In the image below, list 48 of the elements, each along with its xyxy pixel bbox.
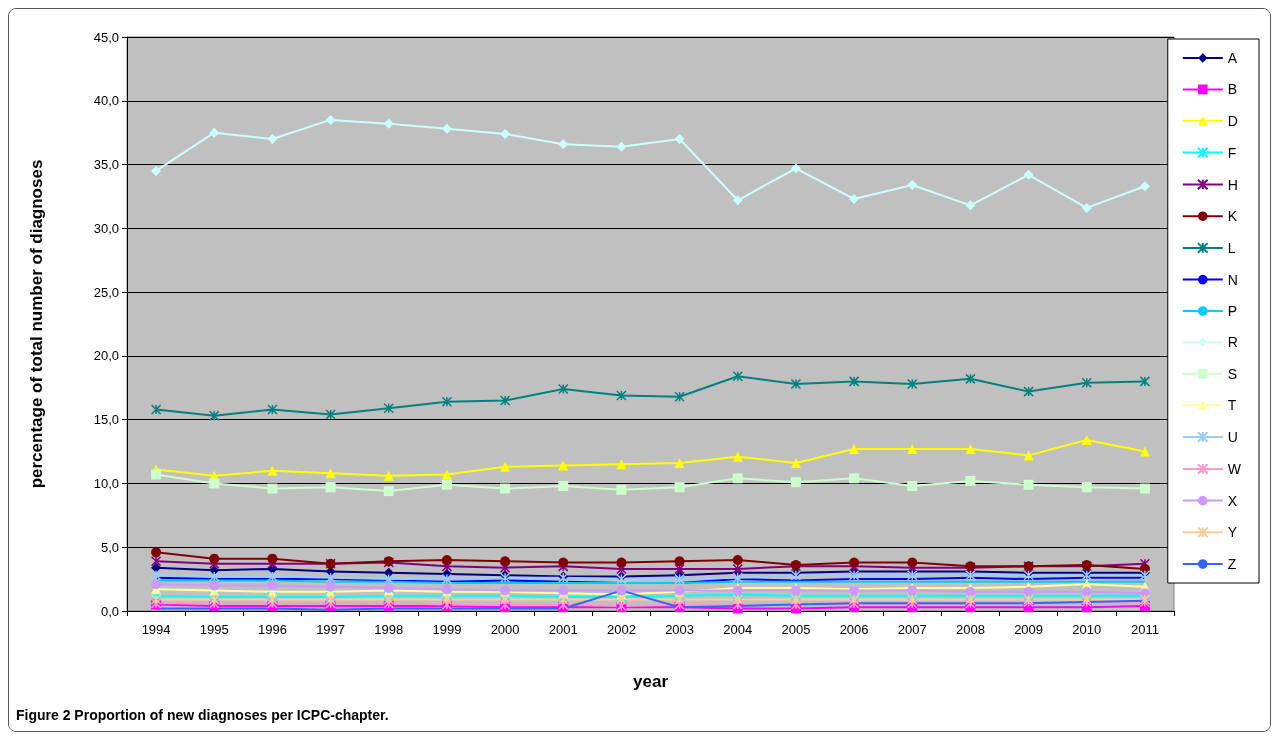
y-tick-label: 5,0 (100, 539, 119, 555)
legend-label: X (1227, 492, 1238, 509)
y-tick-label: 20,0 (93, 348, 119, 364)
x-tick-label: 2002 (606, 622, 636, 637)
y-tick-label: 15,0 (93, 412, 119, 428)
y-axis-title: percentage of total number of diagnoses (27, 159, 46, 489)
x-tick-label: 1995 (199, 622, 229, 637)
legend-label: Y (1227, 524, 1238, 541)
x-tick-label: 2009 (1014, 622, 1044, 637)
x-axis-title: year (633, 672, 669, 691)
x-tick-label: 2000 (490, 622, 520, 637)
y-tick-label: 30,0 (93, 220, 119, 236)
x-tick-label: 1994 (141, 622, 171, 637)
y-tick-label: 35,0 (93, 157, 119, 173)
legend-label: K (1227, 208, 1238, 225)
legend-label: N (1227, 271, 1238, 288)
y-tick-label: 10,0 (93, 475, 119, 491)
legend-label: P (1227, 303, 1238, 319)
legend-label: T (1227, 397, 1237, 414)
legend-label: A (1227, 50, 1238, 66)
legend-label: Z (1227, 556, 1237, 572)
x-tick-label: 1998 (374, 622, 404, 637)
y-tick-label: 45,0 (93, 29, 119, 45)
x-tick-label: 2011 (1130, 622, 1159, 637)
legend-label: W (1227, 460, 1242, 477)
legend-label: D (1227, 112, 1238, 129)
x-tick-label: 2003 (665, 622, 695, 637)
legend-label: U (1227, 428, 1238, 445)
x-tick-label: 2007 (897, 622, 927, 637)
legend-label: F (1227, 144, 1237, 161)
legend-label: S (1227, 365, 1238, 382)
x-tick-label: 2005 (781, 622, 811, 637)
x-tick-label: 1996 (257, 622, 287, 637)
x-tick-label: 1999 (432, 622, 462, 637)
text: Figure 2 Proportion of new diagnoses per ICPC-chapter. (16, 707, 389, 723)
x-tick-label: 2008 (955, 622, 985, 637)
x-tick-label: 2010 (1072, 622, 1102, 637)
legend-label: L (1227, 239, 1236, 256)
x-tick-label: 2001 (548, 622, 578, 637)
y-tick-label: 40,0 (93, 93, 119, 109)
legend-label: R (1227, 334, 1238, 351)
y-tick-label: 25,0 (93, 284, 119, 300)
x-tick-label: 1997 (316, 622, 346, 637)
x-tick-label: 2006 (839, 622, 869, 637)
legend-label: H (1227, 176, 1238, 193)
legend-label: B (1227, 81, 1238, 98)
x-tick-label: 2004 (723, 622, 753, 637)
y-tick-label: 0,0 (100, 603, 119, 619)
